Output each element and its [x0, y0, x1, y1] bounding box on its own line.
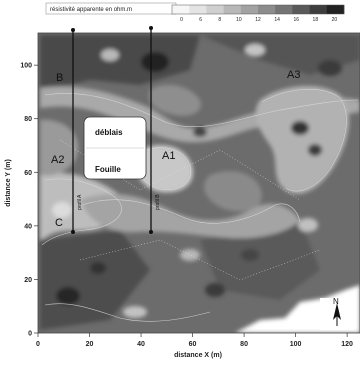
x-axis-title: distance X (m) [174, 352, 222, 359]
zone-label-a2: A2 [51, 154, 64, 166]
x-tick-label: 100 [290, 341, 302, 348]
legend-tick-label: 0 [180, 17, 183, 23]
legend-tick-label: 12 [255, 17, 261, 23]
y-tick-label: 100 [20, 63, 32, 70]
legend-swatch [327, 5, 345, 14]
y-tick-label: 0 [28, 331, 32, 338]
legend: résistivité apparente en ohm.m 0 6 8 10 12 14… [46, 3, 344, 23]
legend-swatch [310, 5, 328, 14]
north-label: N [333, 297, 339, 306]
legend-tick-label: 6 [199, 17, 202, 23]
legend-colorbar [172, 5, 344, 14]
legend-tick-label: 10 [236, 17, 242, 23]
legend-swatch [275, 5, 293, 14]
x-tick-label: 20 [86, 341, 94, 348]
contour-map [38, 33, 360, 333]
y-tick-label: 80 [24, 116, 32, 123]
legend-swatch [206, 5, 224, 14]
deblais-label: déblais [95, 128, 123, 137]
zone-label-c: C [55, 217, 63, 229]
x-axis-ticks: 0 20 40 60 80 100 120 [36, 333, 353, 348]
legend-tick-label: 16 [293, 17, 299, 23]
zone-label-b: B [56, 72, 63, 84]
legend-tick-label: 8 [218, 17, 221, 23]
x-tick-label: 120 [341, 341, 353, 348]
profile-label-a: profil A [77, 194, 83, 210]
legend-tick-label: 18 [313, 17, 319, 23]
deblais-fouille-box: déblais Fouille [84, 117, 146, 179]
y-tick-label: 60 [24, 170, 32, 177]
legend-tick-label: 14 [274, 17, 280, 23]
legend-swatch [189, 5, 207, 14]
x-tick-label: 0 [36, 341, 40, 348]
legend-swatch [172, 5, 190, 14]
zone-label-a1: A1 [162, 150, 175, 162]
legend-tick-label: 20 [332, 17, 338, 23]
y-axis-ticks: 0 20 40 60 80 100 [20, 63, 38, 338]
y-tick-label: 40 [24, 223, 32, 230]
y-tick-label: 20 [24, 277, 32, 284]
zone-label-a3: A3 [287, 69, 300, 81]
fouille-label: Fouille [95, 165, 121, 174]
legend-title: résistivité apparente en ohm.m [50, 7, 132, 13]
x-tick-label: 60 [189, 341, 197, 348]
profile-label-b: profil B [155, 194, 161, 210]
x-tick-label: 80 [240, 341, 248, 348]
legend-swatch [224, 5, 242, 14]
north-arrow: N [320, 297, 354, 330]
legend-swatch [258, 5, 276, 14]
legend-ticks: 0 6 8 10 12 14 16 18 20 [180, 17, 337, 23]
x-tick-label: 40 [137, 341, 145, 348]
legend-swatch [292, 5, 310, 14]
y-axis-title: distance Y (m) [5, 159, 12, 207]
legend-swatch [241, 5, 258, 14]
